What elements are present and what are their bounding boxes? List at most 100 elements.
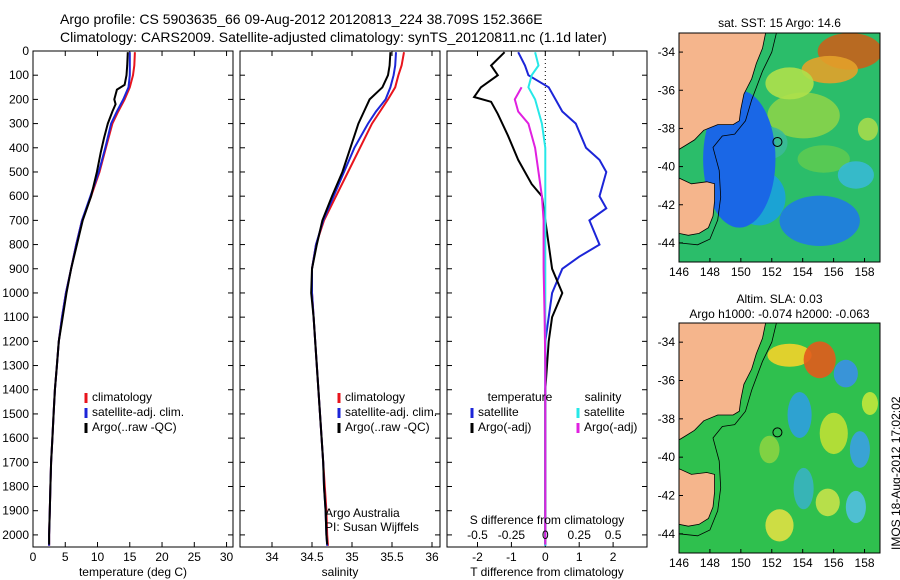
shelf-contour [679, 33, 777, 246]
field-patch [837, 161, 874, 189]
map-y-tick-label: -40 [658, 160, 676, 174]
map-y-tick-label: -36 [658, 83, 676, 97]
legend-label: Argo(..raw -QC) [92, 420, 177, 434]
field-patch [819, 412, 848, 455]
x-tick-label: -1 [506, 550, 517, 564]
y-tick-label: 1400 [2, 383, 29, 397]
series-line [48, 52, 136, 546]
y-tick-label: 800 [9, 238, 29, 252]
field-patch [793, 467, 814, 510]
secondary-tick-label: -0.25 [498, 528, 526, 542]
x-tick-label: 1 [576, 550, 583, 564]
field-patch [765, 509, 794, 542]
map-x-tick-label: 146 [669, 556, 689, 570]
x-tick-label: 34.5 [300, 550, 324, 564]
y-tick-label: 300 [9, 117, 29, 131]
legend-header: temperature [488, 390, 553, 404]
y-tick-label: 1700 [2, 455, 29, 469]
y-tick-label: 1000 [2, 286, 29, 300]
y-tick-label: 1100 [3, 310, 29, 324]
y-tick-label: 600 [9, 189, 29, 203]
series-line [48, 52, 131, 546]
plot-frame [446, 50, 648, 548]
map-subtitle: Argo h1000: -0.074 h2000: -0.063 [689, 307, 869, 321]
map-title: sat. SST: 15 Argo: 14.6 [718, 16, 841, 30]
series-line [513, 86, 547, 545]
map-y-tick-label: -34 [658, 335, 676, 349]
map-x-tick-label: 158 [855, 556, 875, 570]
land-mainland [679, 33, 767, 150]
map-x-tick-label: 148 [700, 265, 720, 279]
x-tick-label: 35 [345, 550, 359, 564]
difference-profile: -2 -1 0 1 2T difference from climatology temp… [446, 50, 648, 579]
map-x-tick-label: 150 [731, 556, 751, 570]
y-tick-label: 200 [9, 92, 29, 106]
salinity-profile: 34 34.5 35 35.5 36 salinity climatologysatelli… [239, 50, 441, 579]
y-tick-label: 1200 [2, 334, 29, 348]
field-patch [845, 490, 866, 524]
field-patch [765, 67, 814, 100]
map-body [679, 323, 880, 553]
x-tick-label: 2 [610, 550, 617, 564]
annotation-text: PI: Susan Wijffels [325, 520, 419, 534]
field-patch [833, 359, 858, 388]
field-patch [759, 435, 780, 464]
map-x-tick-label: 148 [700, 556, 720, 570]
y-tick-label: 1300 [2, 359, 29, 373]
secondary-tick-label: -0.5 [467, 528, 488, 542]
series-line [527, 51, 547, 546]
y-tick-label: 100 [9, 68, 29, 82]
plot-frame [32, 50, 234, 548]
map-y-tick-label: -38 [658, 121, 676, 135]
field-patch [797, 145, 850, 173]
x-tick-label: -2 [472, 550, 483, 564]
x-tick-label: 0 [30, 550, 37, 564]
y-tick-label: 900 [9, 262, 29, 276]
map-x-tick-label: 146 [669, 265, 689, 279]
field-patch [803, 341, 836, 379]
field-patch [767, 343, 812, 367]
x-tick-label: 5 [62, 550, 69, 564]
x-tick-label: 25 [188, 550, 202, 564]
map-y-tick-label: -44 [658, 527, 676, 541]
shelf-contour [679, 323, 777, 537]
map-x-tick-label: 154 [793, 556, 813, 570]
legend-label: Argo(-adj) [584, 420, 637, 434]
x-tick-label: 20 [155, 550, 169, 564]
map-y-tick-label: -44 [658, 236, 676, 250]
legend-label: satellite-adj. clim. [345, 405, 437, 419]
map-body [679, 33, 880, 262]
map-x-tick-label: 156 [824, 556, 844, 570]
secondary-tick-label: 0.5 [605, 528, 622, 542]
map-x-tick-label: 152 [762, 265, 782, 279]
field-patch [767, 92, 840, 139]
map-title: Altim. SLA: 0.03 [736, 292, 822, 306]
y-tick-label: 2000 [2, 528, 29, 542]
x-tick-label: 0 [542, 550, 549, 564]
y-tick-label: 0 [22, 44, 29, 58]
field-patch [787, 392, 812, 438]
y-tick-label: 400 [9, 141, 29, 155]
secondary-axis-label: S difference from climatology [470, 513, 625, 527]
profile-title-line1: Argo profile: CS 5903635_66 09-Aug-2012 … [60, 11, 543, 27]
map-x-tick-label: 152 [762, 556, 782, 570]
land-tasmania [679, 177, 715, 236]
sst-map: 146 148 150 152 154 156 158 -34 -36 -38 -40 -42 -44 s… [658, 16, 881, 279]
map-y-tick-label: -42 [658, 198, 676, 212]
map-frame [678, 322, 881, 554]
annotation-text: Argo Australia [325, 506, 400, 520]
x-tick-label: 34 [265, 550, 279, 564]
float-marker [772, 136, 783, 147]
legend-label: satellite [584, 405, 625, 419]
series-line [48, 52, 129, 545]
legend-label: satellite-adj. clim. [92, 405, 184, 419]
map-y-tick-label: -36 [658, 374, 676, 388]
legend-label: Argo(..raw -QC) [345, 420, 430, 434]
x-tick-label: 35.5 [380, 550, 404, 564]
float-marker [772, 427, 783, 438]
plot-frame [239, 50, 441, 548]
map-y-tick-label: -34 [658, 45, 676, 59]
legend-label: climatology [345, 390, 405, 404]
profile-title-line2: Climatology: CARS2009. Satellite-adjuste… [60, 29, 607, 45]
y-tick-label: 1800 [2, 480, 29, 494]
